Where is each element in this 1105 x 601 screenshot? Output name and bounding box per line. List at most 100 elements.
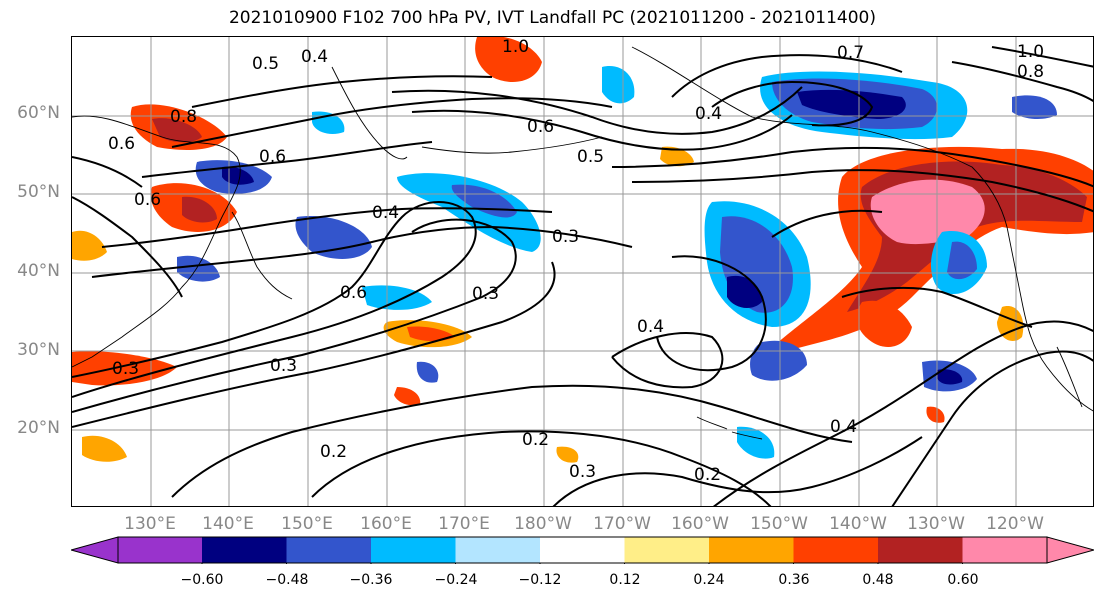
- lon-label: 160°W: [671, 514, 729, 534]
- contour-line: [951, 61, 1093, 102]
- contour-label: 1.0: [1017, 42, 1044, 62]
- lon-label: 150°E: [281, 514, 333, 534]
- contour-label: 0.6: [259, 147, 286, 167]
- anomaly-positive-ne-pacific-peak: [870, 179, 985, 245]
- colorbar-tick-label: 0.36: [778, 572, 810, 588]
- contour-line: [712, 320, 1093, 506]
- contour-line: [141, 141, 433, 178]
- colorbar-extend-min: [71, 536, 119, 564]
- lat-label: 50°N: [17, 182, 60, 202]
- contour-label: 0.3: [569, 462, 596, 482]
- anomaly-negative-west3: [177, 255, 220, 282]
- contour-label: 0.4: [830, 417, 857, 437]
- contour-label: 0.4: [637, 317, 664, 337]
- lat-label: 60°N: [17, 103, 60, 123]
- anomaly-positive-west2-core: [182, 196, 217, 223]
- colorbar-segment: [455, 537, 540, 563]
- colorbar: [71, 536, 1094, 564]
- contour-line: [711, 80, 874, 127]
- contour-label: 0.5: [577, 147, 604, 167]
- map-title: 2021010900 F102 700 hPa PV, IVT Landfall…: [228, 8, 876, 28]
- contour-label: 0.4: [695, 104, 722, 124]
- contour-line: [411, 109, 793, 151]
- coastline-na-west: [1006, 226, 1093, 412]
- contour-line: [101, 207, 553, 248]
- contour-label: 1.0: [502, 37, 529, 57]
- colorbar-segment: [793, 537, 878, 563]
- colorbar-segment: [118, 537, 202, 563]
- colorbar-tick-label: 0.60: [947, 572, 979, 588]
- lon-label: 170°E: [438, 514, 490, 534]
- contour-label: 0.3: [472, 284, 499, 304]
- colorbar-segment: [371, 537, 456, 563]
- lon-label: 150°W: [750, 514, 808, 534]
- coastline-aleutians: [421, 136, 603, 154]
- contour-label: 0.6: [134, 190, 161, 210]
- coastlines: [72, 46, 1093, 440]
- map-panel: 0.4 0.5 0.8 0.6 0.6 0.6 0.4 0.3 0.3 0.6 …: [71, 36, 1094, 507]
- colorbar-outline: [117, 536, 1048, 564]
- contour-label: 0.2: [694, 465, 721, 485]
- colorbar-tick-label: 0.24: [693, 572, 725, 588]
- colorbar-tick-label: −0.48: [265, 572, 309, 588]
- anomaly-negative-hawaii: [416, 361, 439, 383]
- colorbar-tick-label: 0.12: [609, 572, 641, 588]
- lat-label: 30°N: [17, 340, 60, 360]
- contour-line: [656, 255, 767, 372]
- anomaly-positive-sw: [926, 406, 945, 423]
- colorbar-tick-marks: [201, 563, 963, 564]
- contour-line: [841, 286, 1033, 328]
- contour-line: [72, 218, 517, 413]
- anomaly-positive-central-core: [407, 326, 455, 342]
- lon-label: 180°W: [514, 514, 572, 534]
- contour-line: [391, 86, 803, 135]
- anomaly-negative-west1-core: [222, 166, 254, 185]
- anomaly-negative-sub: [737, 426, 775, 459]
- contour-label: 0.3: [112, 359, 139, 379]
- contour-line: [72, 201, 477, 398]
- lon-label: 120°W: [986, 514, 1044, 534]
- anomaly-negative-nw-coast-mid: [947, 241, 977, 280]
- contour-label: 0.7: [837, 43, 864, 63]
- anomaly-positive-small1: [556, 446, 579, 463]
- contour-label: 0.4: [301, 47, 328, 67]
- anomaly-negative-east2-core: [937, 369, 963, 385]
- coastline-asia: [72, 115, 241, 368]
- lat-label: 20°N: [17, 418, 60, 438]
- contour-label: 0.6: [108, 134, 135, 154]
- anomaly-positive-west3: [72, 230, 107, 261]
- contour-line: [552, 436, 923, 506]
- colorbar-segment: [286, 537, 371, 563]
- graticule: [72, 37, 1093, 506]
- anomaly-negative-alaska-core: [797, 89, 906, 119]
- coastline-kamchatka: [331, 66, 408, 160]
- lon-label: 160°E: [360, 514, 412, 534]
- anomaly-positive-sub2: [997, 306, 1024, 342]
- contour-line: [72, 196, 183, 298]
- colorbar-segments: [71, 536, 1094, 564]
- contour-line: [671, 54, 903, 98]
- contour-label-group: 0.4 0.5 0.8 0.6 0.6 0.6 0.4 0.3 0.3 0.6 …: [108, 37, 1044, 485]
- colorbar-segment: [962, 537, 1047, 563]
- contour-line: [311, 430, 772, 506]
- contour-line: [171, 97, 613, 148]
- colorbar-tick-label: −0.24: [434, 572, 478, 588]
- contour-line: [611, 146, 1093, 188]
- contour-label: 0.3: [552, 227, 579, 247]
- contour-label: 0.5: [252, 54, 279, 74]
- contour-line: [991, 46, 1093, 68]
- colorbar-tick-label: −0.60: [180, 572, 224, 588]
- colorbar-tick-label: −0.12: [518, 572, 562, 588]
- colorbar-segment: [624, 537, 709, 563]
- anomaly-positive-west1-core: [152, 118, 202, 143]
- contour-line: [72, 261, 556, 428]
- contour-line: [631, 169, 1093, 213]
- contour-line: [72, 156, 143, 188]
- contour-label: 0.2: [522, 430, 549, 450]
- anomaly-positive-kamchatka: [475, 37, 542, 82]
- contour-line: [771, 209, 883, 238]
- colorbar-tick-label: −0.36: [349, 572, 393, 588]
- lon-label: 140°E: [202, 514, 254, 534]
- coastline-alaska: [631, 46, 1008, 228]
- lon-label: 170°W: [593, 514, 651, 534]
